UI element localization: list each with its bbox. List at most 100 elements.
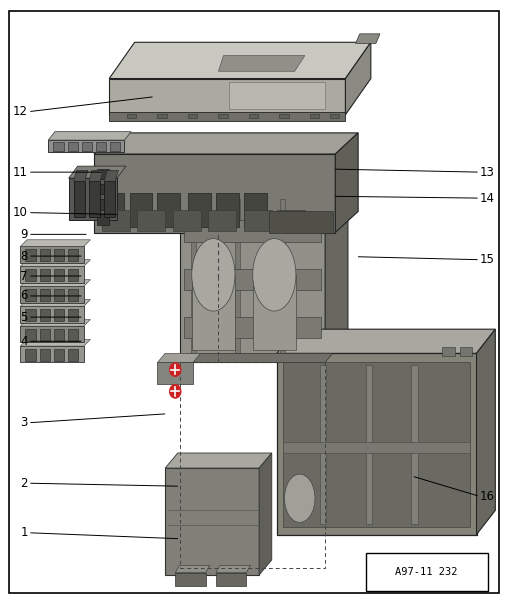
Text: 5: 5 — [20, 310, 28, 324]
Polygon shape — [280, 199, 285, 353]
Polygon shape — [208, 210, 236, 231]
Polygon shape — [253, 275, 296, 350]
Polygon shape — [68, 142, 78, 151]
Text: 12: 12 — [13, 105, 28, 118]
Polygon shape — [20, 320, 90, 326]
Polygon shape — [69, 166, 126, 178]
Polygon shape — [40, 309, 50, 321]
Text: 15: 15 — [480, 253, 495, 266]
Polygon shape — [325, 169, 348, 362]
Polygon shape — [356, 34, 380, 43]
Text: 13: 13 — [480, 165, 495, 179]
Text: 9: 9 — [20, 228, 28, 241]
Polygon shape — [192, 275, 235, 350]
Polygon shape — [229, 82, 325, 109]
Polygon shape — [82, 142, 92, 151]
Polygon shape — [40, 349, 50, 361]
Polygon shape — [411, 365, 418, 524]
Polygon shape — [74, 181, 85, 217]
Polygon shape — [442, 347, 455, 356]
Polygon shape — [40, 289, 50, 301]
Text: 10: 10 — [13, 206, 28, 219]
Polygon shape — [20, 326, 84, 342]
Polygon shape — [244, 210, 272, 231]
Polygon shape — [40, 329, 50, 341]
Polygon shape — [283, 442, 470, 453]
Polygon shape — [184, 269, 321, 290]
Polygon shape — [190, 199, 196, 353]
Polygon shape — [137, 210, 165, 231]
Text: 2: 2 — [20, 477, 28, 490]
Polygon shape — [188, 193, 211, 226]
Polygon shape — [68, 269, 78, 281]
Polygon shape — [277, 329, 495, 353]
Circle shape — [170, 363, 181, 376]
Polygon shape — [184, 317, 321, 338]
Polygon shape — [218, 114, 228, 118]
Polygon shape — [104, 170, 118, 181]
Polygon shape — [157, 362, 193, 384]
Polygon shape — [102, 193, 124, 226]
Polygon shape — [310, 114, 319, 118]
Polygon shape — [54, 249, 64, 261]
Polygon shape — [244, 193, 267, 226]
Polygon shape — [366, 365, 372, 524]
Polygon shape — [54, 269, 64, 281]
Polygon shape — [188, 114, 197, 118]
Polygon shape — [97, 169, 109, 179]
Polygon shape — [40, 269, 50, 281]
Polygon shape — [25, 329, 36, 341]
Polygon shape — [25, 269, 36, 281]
Text: A97-11 232: A97-11 232 — [395, 567, 458, 577]
Polygon shape — [25, 349, 36, 361]
Polygon shape — [277, 210, 305, 231]
Polygon shape — [104, 181, 115, 217]
Text: 7: 7 — [20, 269, 28, 283]
Polygon shape — [25, 249, 36, 261]
Polygon shape — [180, 353, 333, 362]
Polygon shape — [180, 193, 325, 362]
Text: 16: 16 — [480, 490, 495, 503]
Text: 14: 14 — [480, 191, 495, 205]
Polygon shape — [40, 249, 50, 261]
Polygon shape — [279, 114, 289, 118]
Polygon shape — [460, 347, 472, 356]
Polygon shape — [173, 210, 201, 231]
Polygon shape — [235, 199, 240, 353]
Polygon shape — [53, 142, 64, 151]
Polygon shape — [157, 353, 201, 362]
Polygon shape — [330, 114, 339, 118]
Polygon shape — [97, 199, 109, 210]
Polygon shape — [184, 220, 321, 242]
Polygon shape — [175, 573, 206, 586]
Polygon shape — [157, 193, 180, 226]
Polygon shape — [277, 353, 477, 535]
Polygon shape — [25, 289, 36, 301]
Polygon shape — [109, 112, 345, 121]
Polygon shape — [345, 42, 371, 115]
Polygon shape — [157, 114, 167, 118]
Polygon shape — [20, 240, 90, 246]
Polygon shape — [68, 309, 78, 321]
Polygon shape — [216, 565, 250, 573]
Polygon shape — [20, 246, 84, 263]
Polygon shape — [216, 573, 246, 586]
Polygon shape — [175, 565, 210, 573]
Text: 8: 8 — [20, 249, 28, 263]
Polygon shape — [335, 133, 358, 233]
Polygon shape — [20, 300, 90, 306]
Polygon shape — [68, 289, 78, 301]
Polygon shape — [165, 468, 259, 575]
Polygon shape — [283, 362, 470, 527]
Polygon shape — [97, 184, 109, 194]
Polygon shape — [110, 142, 120, 151]
Polygon shape — [20, 346, 84, 362]
Polygon shape — [54, 329, 64, 341]
Polygon shape — [259, 453, 272, 575]
Polygon shape — [54, 289, 64, 301]
Polygon shape — [216, 193, 239, 226]
Polygon shape — [54, 349, 64, 361]
Polygon shape — [20, 286, 84, 303]
Text: 11: 11 — [13, 165, 28, 179]
Polygon shape — [68, 249, 78, 261]
